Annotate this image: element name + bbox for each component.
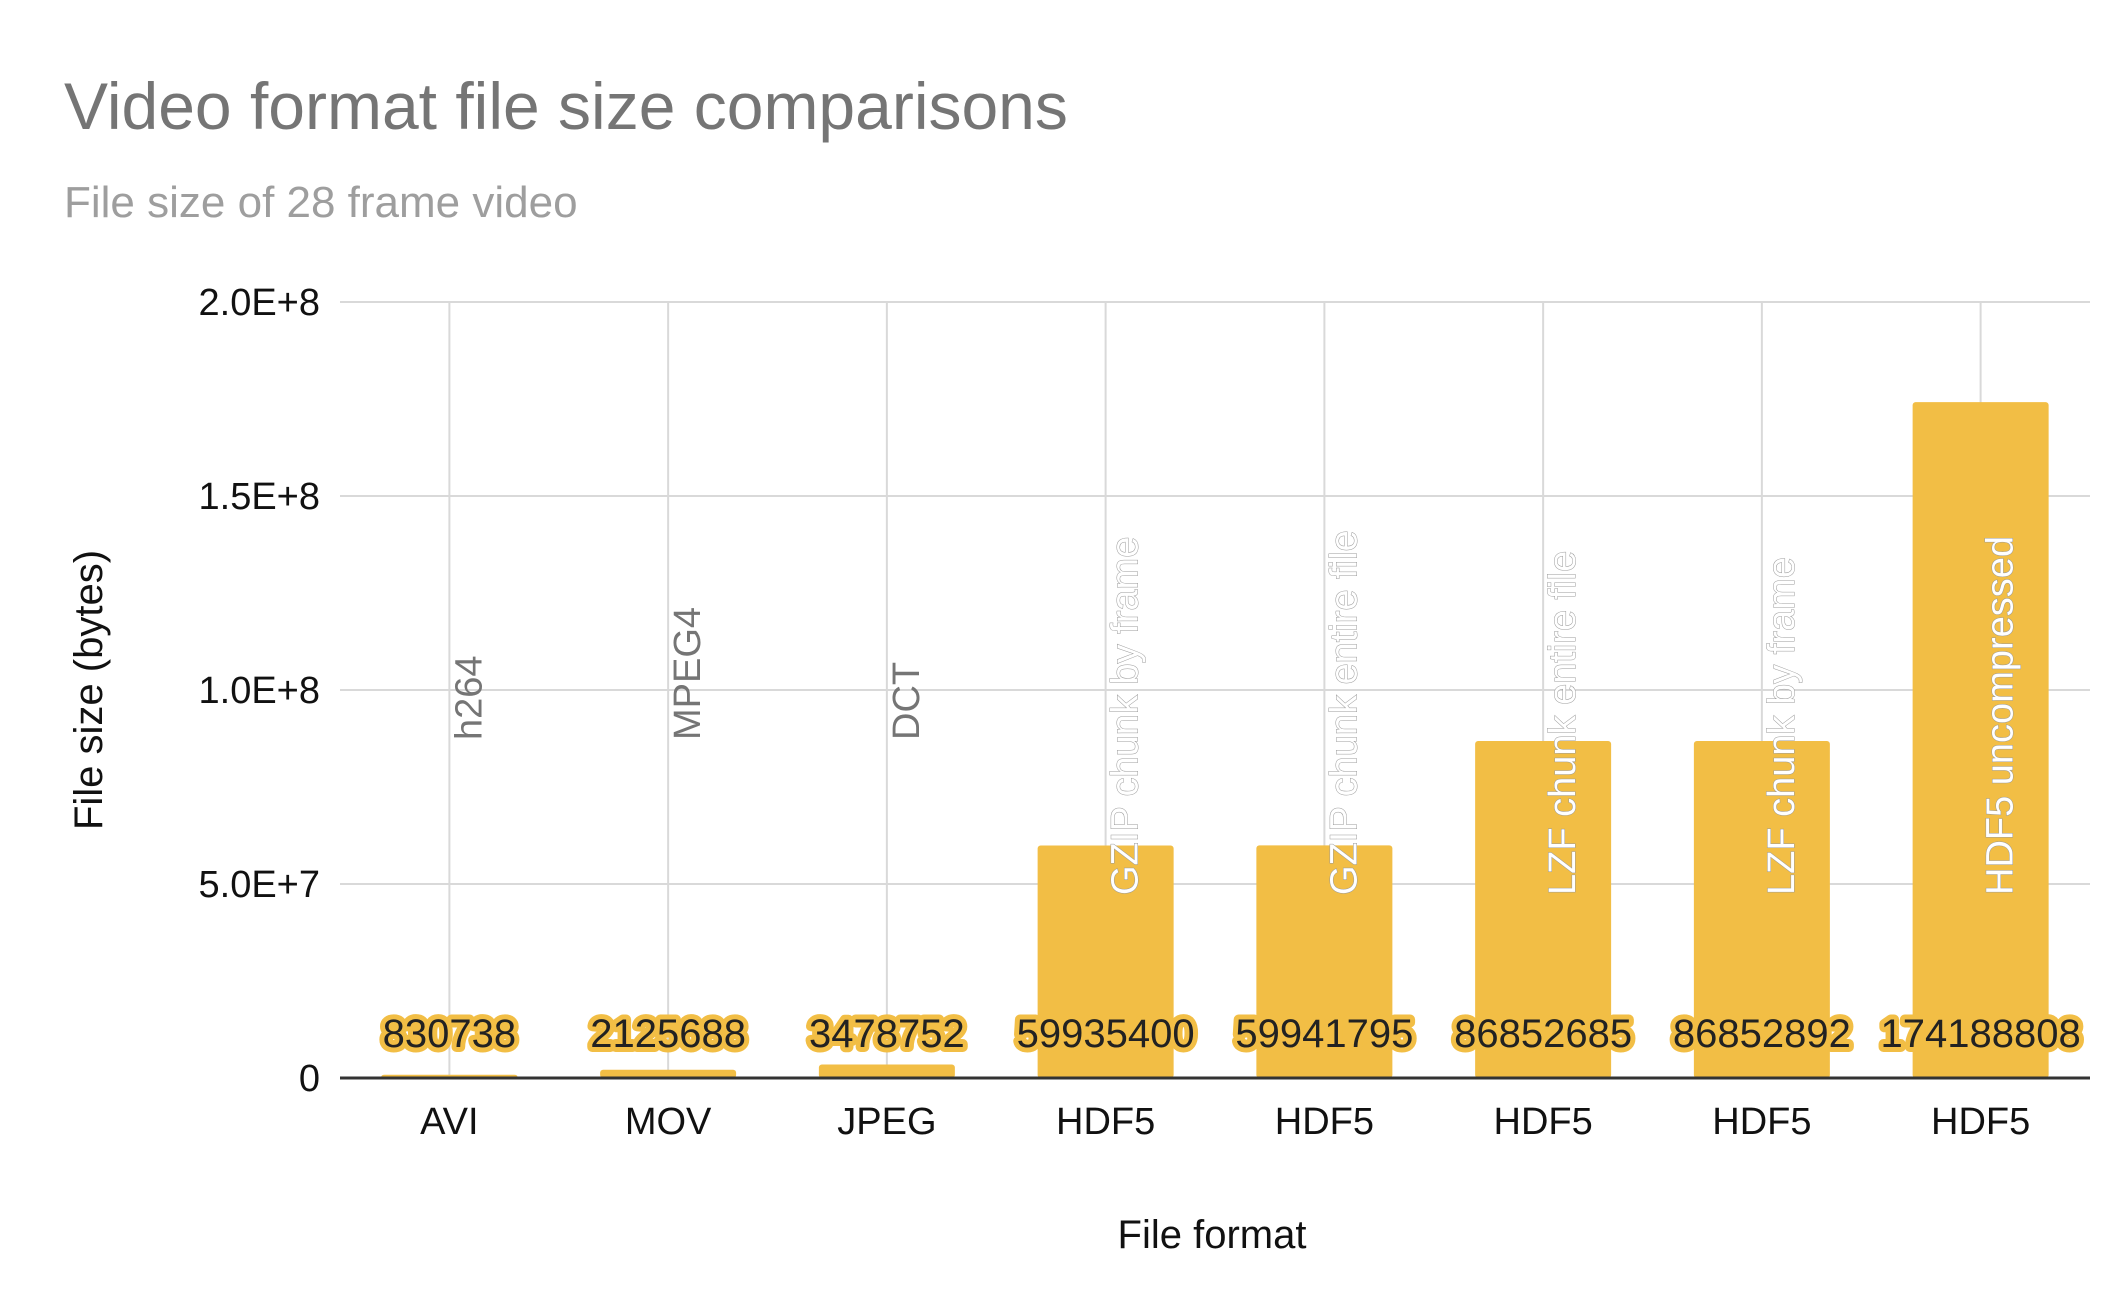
data-label: 3478752 — [809, 1012, 965, 1056]
x-tick-label: HDF5 — [1931, 1101, 2030, 1143]
x-tick-label: MOV — [625, 1101, 712, 1143]
bar-annotation: GZIP chunk entire file — [1323, 530, 1365, 895]
x-axis-title: File format — [1118, 1213, 1307, 1257]
chart-title: Video format file size comparisons — [64, 69, 1068, 143]
data-label: 59941795 — [1235, 1012, 1413, 1056]
data-label: 830738 — [383, 1012, 516, 1056]
x-tick-label: HDF5 — [1056, 1101, 1155, 1143]
bar-annotation: h264 — [448, 655, 490, 740]
x-tick-label: JPEG — [837, 1101, 936, 1143]
y-tick-label: 5.0E+7 — [199, 864, 321, 906]
data-label: 86852892 — [1673, 1012, 1851, 1056]
y-axis-title: File size (bytes) — [67, 550, 111, 830]
y-tick-label: 2.0E+8 — [199, 282, 321, 324]
bar — [1475, 741, 1612, 1078]
x-tick-label: HDF5 — [1712, 1101, 1811, 1143]
bar-annotation: GZIP chunk by frame — [1105, 537, 1147, 895]
bar-annotation: LZF chunk by frame — [1761, 557, 1803, 895]
bar — [1037, 845, 1174, 1078]
y-tick-label: 1.5E+8 — [199, 476, 321, 518]
x-tick-label: HDF5 — [1494, 1101, 1593, 1143]
bar — [818, 1064, 955, 1078]
y-tick-label: 0 — [299, 1058, 320, 1100]
data-label: 59935400 — [1017, 1012, 1195, 1056]
data-label: 86852685 — [1454, 1012, 1632, 1056]
bar — [1912, 402, 2049, 1078]
chart-subtitle: File size of 28 frame video — [64, 178, 578, 227]
bar — [1256, 845, 1393, 1078]
bar-annotation: HDF5 uncompressed — [1980, 536, 2022, 895]
bar — [600, 1069, 737, 1078]
bar-annotation: LZF chunk entire file — [1542, 551, 1584, 895]
bar — [1693, 741, 1830, 1078]
x-tick-label: AVI — [420, 1101, 478, 1143]
y-tick-label: 1.0E+8 — [199, 670, 321, 712]
data-label: 2125688 — [590, 1012, 746, 1056]
bar-annotation: DCT — [886, 662, 928, 740]
x-tick-label: HDF5 — [1275, 1101, 1374, 1143]
bar-annotation: MPEG4 — [667, 607, 709, 740]
data-label: 174188808 — [1881, 1012, 2081, 1056]
